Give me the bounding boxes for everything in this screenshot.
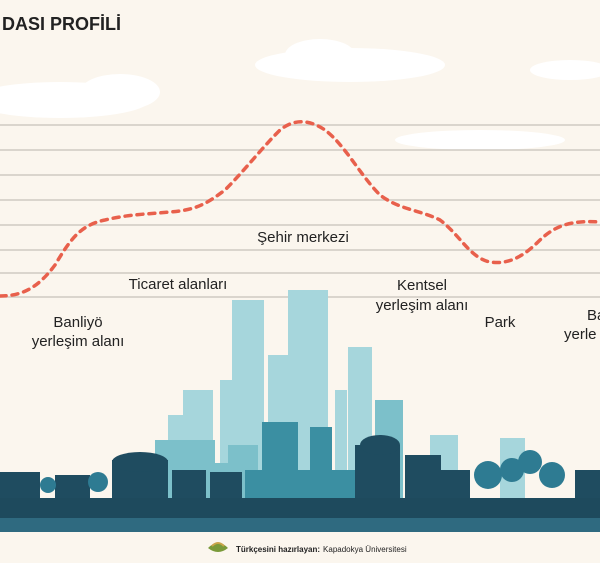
- label: yerle: [564, 326, 597, 343]
- footer-logo: [208, 542, 228, 552]
- label: Ticaret alanları: [129, 276, 228, 293]
- label: Park: [485, 314, 516, 331]
- label: yerleşim alanı: [32, 333, 125, 350]
- temperature-curve: [0, 120, 600, 298]
- buildings-navy: [0, 435, 600, 500]
- label: Ba: [587, 307, 600, 324]
- label: Banliyö: [53, 314, 102, 331]
- clouds: [0, 39, 600, 150]
- trees: [40, 450, 565, 493]
- ground: [0, 498, 600, 518]
- label: yerleşim alanı: [376, 297, 469, 314]
- label: Şehir merkezi: [257, 229, 349, 246]
- title: DASI PROFİLİ: [2, 14, 121, 34]
- buildings-dark-blue: [245, 422, 355, 500]
- label: Kentsel: [397, 277, 447, 294]
- ground-band: [0, 518, 600, 532]
- footer-prefix: Türkçesini hazırlayan:: [236, 545, 320, 554]
- background-lines: [0, 124, 600, 298]
- footer-org: Kapadokya Üniversitesi: [323, 545, 407, 554]
